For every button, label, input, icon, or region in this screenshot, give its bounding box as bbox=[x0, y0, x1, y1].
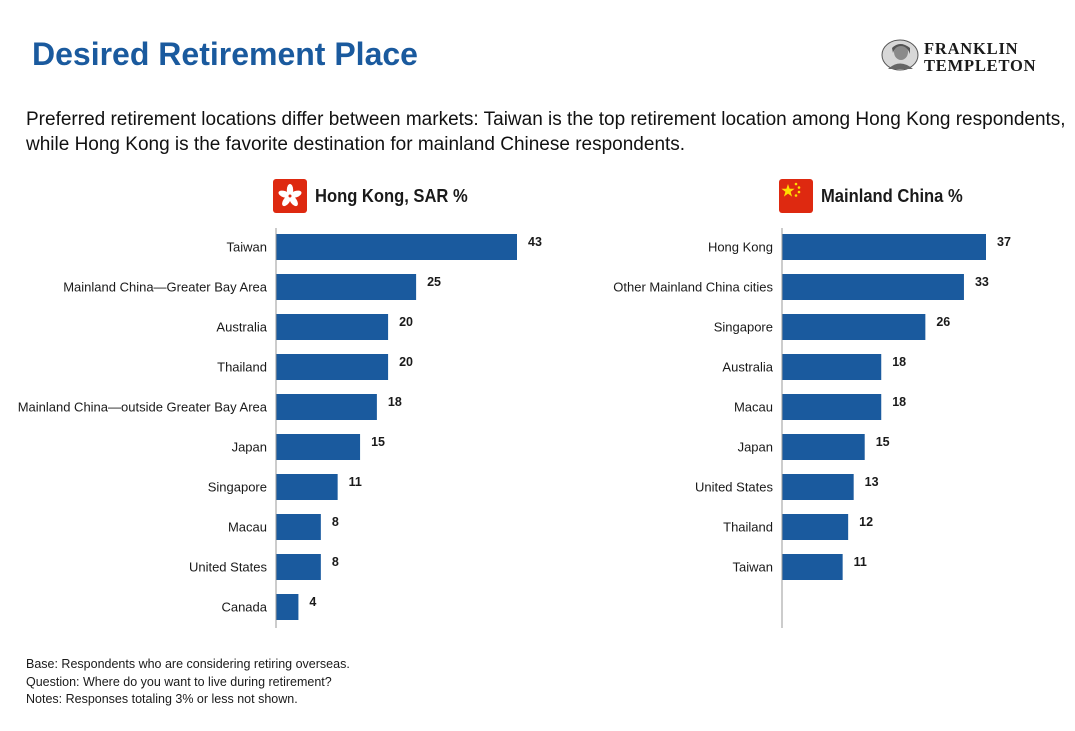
cn-category-label: Australia bbox=[722, 360, 773, 375]
cn-category-label: Japan bbox=[738, 440, 773, 455]
cn-bar bbox=[782, 554, 843, 580]
cn-bar bbox=[782, 274, 964, 300]
hk-category-label: Taiwan bbox=[227, 240, 267, 255]
note-question: Question: Where do you want to live duri… bbox=[26, 674, 332, 689]
hk-value-label: 4 bbox=[309, 595, 316, 609]
cn-category-label: Macau bbox=[734, 400, 773, 415]
hong-kong-chart-title: Hong Kong, SAR % bbox=[315, 185, 468, 206]
cn-value-label: 11 bbox=[854, 555, 867, 569]
hk-bar bbox=[276, 394, 377, 420]
hk-bar bbox=[276, 594, 299, 620]
cn-value-label: 18 bbox=[892, 395, 906, 409]
hk-bar bbox=[276, 314, 389, 340]
hk-value-label: 25 bbox=[427, 275, 441, 289]
cn-value-label: 13 bbox=[865, 475, 879, 489]
cn-bar bbox=[782, 474, 854, 500]
china-flag-icon bbox=[779, 179, 813, 213]
hk-chart: Taiwan 43 Mainland China—Greater Bay Area 2… bbox=[18, 228, 542, 628]
note-exclusions: Notes: Responses totaling 3% or less not… bbox=[26, 692, 298, 706]
hk-value-label: 18 bbox=[388, 395, 402, 409]
cn-value-label: 15 bbox=[876, 435, 890, 449]
logo-line2: TEMPLETON bbox=[924, 56, 1037, 75]
cn-category-label: United States bbox=[695, 480, 774, 495]
cn-value-label: 18 bbox=[892, 355, 906, 369]
hk-bar bbox=[276, 274, 417, 300]
logo-text: FRANKLIN TEMPLETON bbox=[924, 40, 1036, 74]
hk-value-label: 20 bbox=[399, 355, 413, 369]
cn-bar bbox=[782, 394, 882, 420]
hk-bar bbox=[276, 554, 321, 580]
franklin-templeton-logo: FRANKLIN TEMPLETON bbox=[880, 38, 1050, 78]
hk-category-label: Mainland China—outside Greater Bay Area bbox=[18, 400, 268, 415]
franklin-portrait-icon bbox=[881, 39, 919, 71]
hk-category-label: Japan bbox=[232, 440, 267, 455]
hk-category-label: Mainland China—Greater Bay Area bbox=[63, 280, 268, 295]
cn-value-label: 33 bbox=[975, 275, 989, 289]
page-title: Desired Retirement Place bbox=[32, 36, 418, 72]
hk-category-label: United States bbox=[189, 560, 268, 575]
hk-value-label: 20 bbox=[399, 315, 413, 329]
hk-category-label: Singapore bbox=[208, 480, 267, 495]
hk-category-label: Canada bbox=[221, 600, 267, 615]
cn-bar bbox=[782, 234, 986, 260]
footnotes: Base: Respondents who are considering re… bbox=[26, 656, 350, 709]
hk-value-label: 43 bbox=[528, 235, 542, 249]
logo-line1: FRANKLIN bbox=[924, 39, 1019, 58]
hk-value-label: 15 bbox=[371, 435, 385, 449]
cn-bar bbox=[782, 434, 865, 460]
cn-value-label: 12 bbox=[859, 515, 873, 529]
hong-kong-flag-icon bbox=[273, 179, 307, 213]
cn-category-label: Hong Kong bbox=[708, 240, 773, 255]
hk-value-label: 8 bbox=[332, 515, 339, 529]
hk-bar bbox=[276, 354, 389, 380]
subtitle: Preferred retirement locations differ be… bbox=[26, 109, 1066, 155]
china-chart-title: Mainland China % bbox=[821, 185, 963, 206]
hk-category-label: Australia bbox=[216, 320, 267, 335]
cn-category-label: Thailand bbox=[723, 520, 773, 535]
hk-category-label: Macau bbox=[228, 520, 267, 535]
hk-value-label: 11 bbox=[349, 475, 362, 489]
note-base: Base: Respondents who are considering re… bbox=[26, 657, 350, 671]
hk-bar bbox=[276, 434, 361, 460]
hk-category-label: Thailand bbox=[217, 360, 267, 375]
cn-value-label: 26 bbox=[936, 315, 950, 329]
cn-chart: Hong Kong 37 Other Mainland China cities 33… bbox=[613, 228, 1011, 628]
cn-category-label: Other Mainland China cities bbox=[613, 280, 773, 295]
china-chart-header: Mainland China % bbox=[779, 179, 975, 213]
cn-bar bbox=[782, 314, 926, 340]
cn-category-label: Taiwan bbox=[733, 560, 773, 575]
cn-bar bbox=[782, 354, 882, 380]
hk-value-label: 8 bbox=[332, 555, 339, 569]
hk-bar bbox=[276, 474, 338, 500]
hk-bar bbox=[276, 234, 517, 260]
cn-bar bbox=[782, 514, 849, 540]
cn-value-label: 37 bbox=[997, 235, 1011, 249]
hk-bar bbox=[276, 514, 321, 540]
hong-kong-chart-header: Hong Kong, SAR % bbox=[273, 179, 481, 213]
cn-category-label: Singapore bbox=[714, 320, 773, 335]
